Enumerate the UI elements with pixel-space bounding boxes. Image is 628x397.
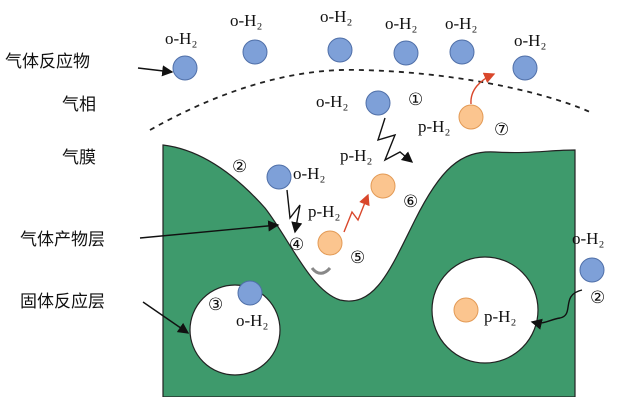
diagram: 气体反应物 气相 气膜 气体产物层 固体反应层 o-H₂ o-H₂ o-H₂ o…: [0, 0, 628, 397]
step-number: ⑤: [350, 248, 365, 268]
region-label: 气体产物层: [20, 230, 105, 250]
region-label: 固体反应层: [20, 292, 105, 312]
species-label: o-H₂: [445, 14, 477, 33]
step-number: ②: [590, 288, 605, 308]
species-label: p-H₂: [340, 146, 372, 165]
region-label: 气相: [62, 95, 96, 115]
species-label: p-H₂: [418, 117, 450, 136]
step-number: ①: [408, 90, 423, 110]
species-label: o-H₂: [385, 14, 417, 33]
species-label: o-H₂: [165, 29, 197, 48]
species-label: o-H₂: [514, 31, 546, 50]
species-label: o-H₂: [316, 92, 348, 111]
pore: [190, 285, 280, 375]
region-label: 气体反应物: [5, 52, 90, 72]
step-number: ②: [232, 157, 247, 177]
step-number: ⑦: [494, 120, 509, 140]
region-label: 气膜: [62, 148, 96, 168]
step-number: ⑥: [403, 192, 418, 212]
species-label: o-H₂: [236, 311, 268, 330]
species-label: p-H₂: [484, 307, 516, 326]
species-label: o-H₂: [572, 229, 604, 248]
species-label: o-H₂: [293, 164, 325, 183]
species-label: o-H₂: [230, 11, 262, 30]
step-number: ③: [208, 295, 223, 315]
step-number: ④: [289, 235, 304, 255]
species-label: o-H₂: [320, 7, 352, 26]
species-label: p-H₂: [308, 202, 340, 221]
